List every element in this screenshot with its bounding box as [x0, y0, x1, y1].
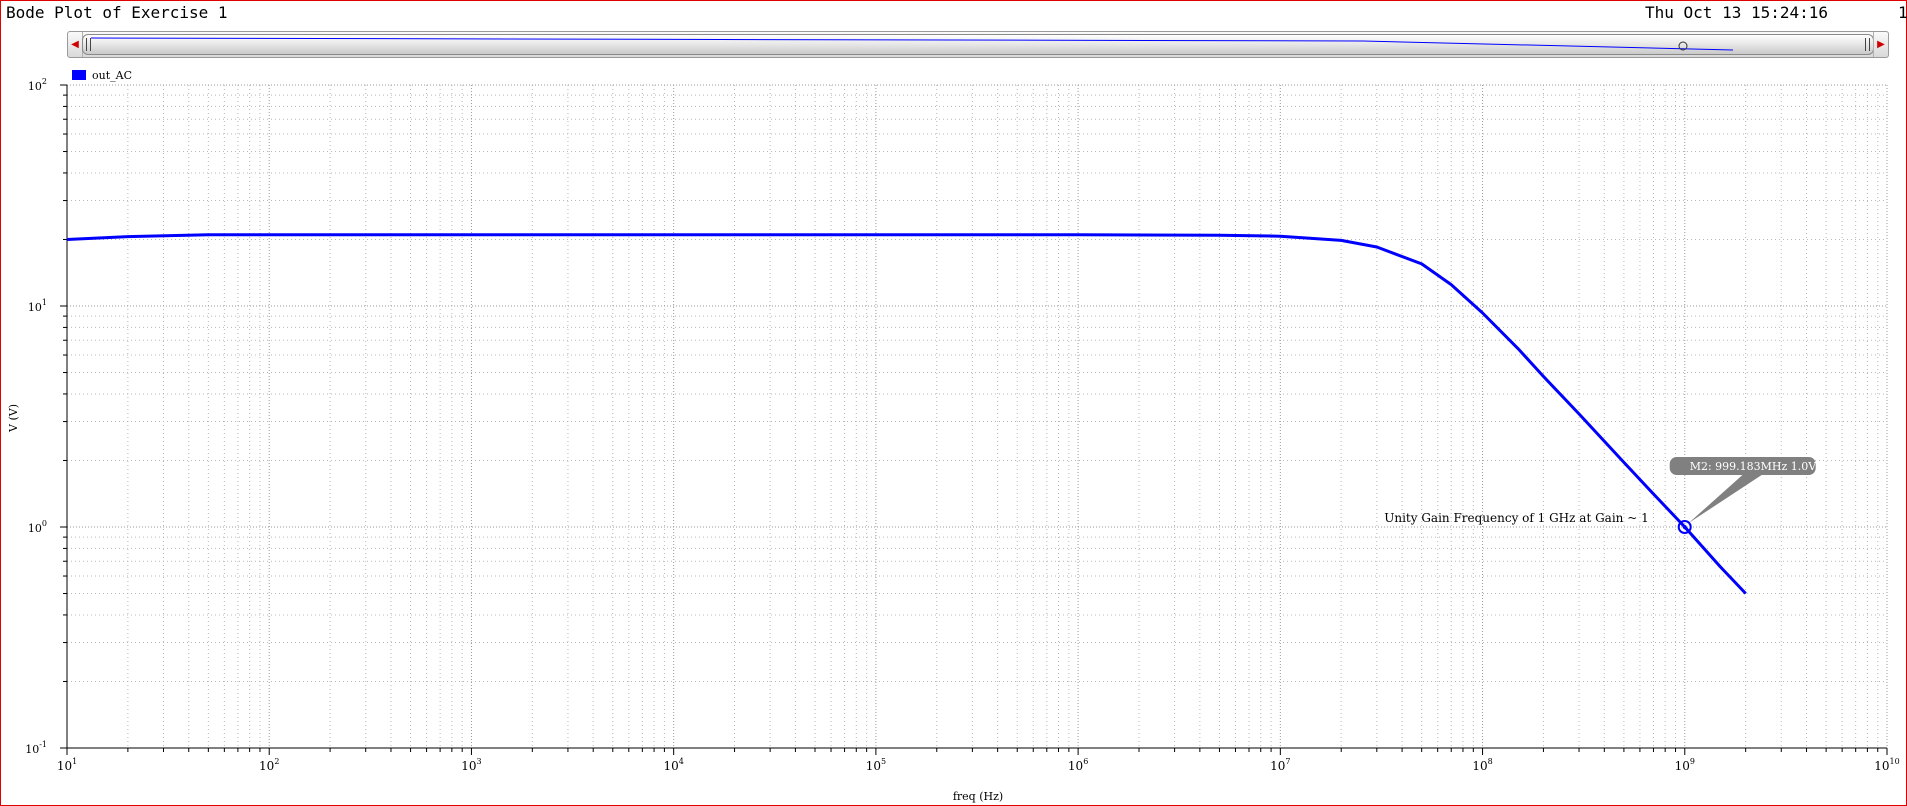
unity-gain-annotation: Unity Gain Frequency of 1 GHz at Gain ~ … [1384, 511, 1648, 525]
grid-major [66, 84, 1888, 749]
x-tick-base: 10 [1472, 759, 1487, 773]
legend-label: out_AC [92, 69, 132, 82]
x-tick-base: 10 [1675, 759, 1690, 773]
x-tick-base: 10 [461, 759, 476, 773]
x-tick-base: 10 [1068, 759, 1083, 773]
y-tick-base: 10 [25, 743, 39, 756]
x-tick-exp: 8 [1488, 757, 1493, 766]
page-number: 1 [1898, 3, 1907, 22]
x-tick-labels: 101 102 103 104 105 106 107 108 109 1010 [57, 757, 1900, 773]
marker-callout-pointer [1688, 473, 1765, 523]
y-tick-exp: 0 [42, 519, 47, 528]
marker-label: M2: 999.183MHz 1.0V [1690, 460, 1818, 473]
y-tick-base: 10 [28, 80, 42, 93]
x-tick-base: 10 [1874, 759, 1889, 773]
x-tick-label: 104 [663, 757, 683, 773]
y-tick-base: 10 [28, 522, 42, 535]
x-tick-label: 109 [1675, 757, 1695, 773]
y-tick-label: 101 [28, 298, 47, 314]
x-tick-exp: 5 [881, 757, 886, 766]
x-axis-label: freq (Hz) [953, 790, 1003, 803]
x-tick-label: 105 [866, 757, 886, 773]
overview-trace-line [90, 37, 1734, 51]
legend-swatch [72, 70, 86, 80]
y-axis-label: V (V) [7, 404, 20, 433]
overview-trace [90, 37, 1734, 51]
y-tick-label: 10-1 [25, 740, 47, 756]
overview-marker [1678, 41, 1688, 51]
triangle-right-icon[interactable]: ▶ [1873, 32, 1888, 57]
plot-datetime: Thu Oct 13 15:24:16 [1645, 3, 1829, 22]
x-tick-exp: 2 [274, 757, 279, 766]
thumb-grip-left[interactable] [86, 38, 91, 51]
grid-minor [67, 85, 1887, 748]
series-out-ac[interactable] [66, 233, 1747, 595]
y-tick-base: 10 [28, 301, 42, 314]
x-tick-exp: 6 [1083, 757, 1088, 766]
x-tick-exp: 9 [1690, 757, 1695, 766]
scroll-thumb[interactable] [82, 34, 1874, 55]
x-tick-label: 101 [57, 757, 77, 773]
x-tick-label: 108 [1472, 757, 1492, 773]
y-tick-exp: -1 [39, 740, 47, 749]
x-tick-base: 10 [57, 759, 72, 773]
x-tick-exp: 4 [679, 757, 684, 766]
x-tick-exp: 1 [72, 757, 77, 766]
x-tick-label: 102 [259, 757, 279, 773]
x-tick-base: 10 [259, 759, 274, 773]
x-tick-exp: 7 [1285, 757, 1290, 766]
plot-title: Bode Plot of Exercise 1 [6, 3, 228, 22]
y-tick-label: 102 [28, 77, 47, 93]
marker-point-center [1682, 525, 1687, 529]
y-tick-exp: 2 [42, 77, 47, 86]
x-tick-label: 1010 [1874, 757, 1899, 773]
y-tick-exp: 1 [42, 298, 47, 307]
x-tick-label: 106 [1068, 757, 1088, 773]
x-tick-base: 10 [1270, 759, 1285, 773]
overview-scrollbar[interactable]: ◀ ▶ [67, 31, 1889, 58]
x-tick-exp: 10 [1890, 757, 1900, 766]
axis-ticks [60, 84, 1888, 755]
marker-callout-box [1669, 457, 1816, 475]
x-tick-exp: 3 [477, 757, 482, 766]
legend[interactable]: out_AC [72, 69, 132, 82]
marker-point [1677, 520, 1692, 534]
x-tick-base: 10 [866, 759, 881, 773]
thumb-grip-right[interactable] [1865, 38, 1870, 51]
x-tick-label: 107 [1270, 757, 1290, 773]
marker-m2[interactable]: M2: 999.183MHz 1.0V [1669, 457, 1818, 534]
x-tick-base: 10 [663, 759, 678, 773]
x-tick-label: 103 [461, 757, 481, 773]
y-tick-label: 100 [28, 519, 47, 535]
